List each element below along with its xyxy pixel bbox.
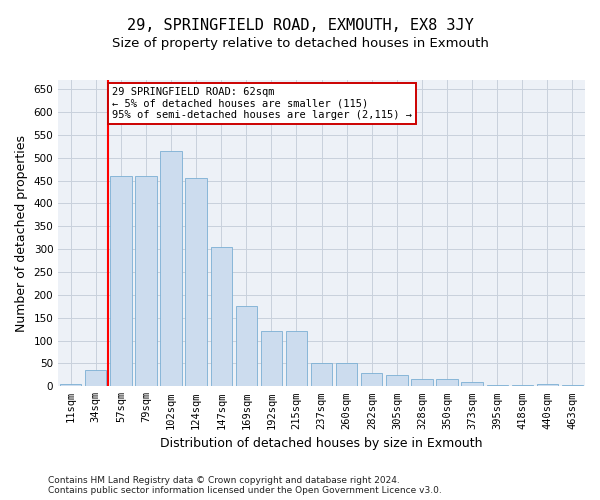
Bar (411, 380, 433, 386)
Bar (336, 364, 358, 386)
X-axis label: Distribution of detached houses by size in Exmouth: Distribution of detached houses by size … (160, 437, 483, 450)
Bar (436, 380, 458, 386)
Text: Size of property relative to detached houses in Exmouth: Size of property relative to detached ho… (112, 38, 488, 51)
Bar (562, 385, 583, 386)
Bar (211, 247, 232, 386)
Bar (110, 176, 131, 386)
Bar (136, 176, 157, 386)
Bar (361, 372, 382, 386)
Bar (286, 332, 307, 386)
Y-axis label: Number of detached properties: Number of detached properties (15, 134, 28, 332)
Bar (487, 385, 508, 386)
Text: 29 SPRINGFIELD ROAD: 62sqm
← 5% of detached houses are smaller (115)
95% of semi: 29 SPRINGFIELD ROAD: 62sqm ← 5% of detac… (112, 87, 412, 120)
Bar (236, 306, 257, 386)
Bar (537, 384, 558, 386)
Bar (512, 385, 533, 386)
Bar (85, 370, 106, 386)
Text: 29, SPRINGFIELD ROAD, EXMOUTH, EX8 3JY: 29, SPRINGFIELD ROAD, EXMOUTH, EX8 3JY (127, 18, 473, 32)
Bar (261, 332, 282, 386)
Bar (160, 151, 182, 386)
Bar (60, 384, 82, 386)
Bar (386, 375, 407, 386)
Text: Contains HM Land Registry data © Crown copyright and database right 2024.: Contains HM Land Registry data © Crown c… (48, 476, 400, 485)
Bar (461, 382, 483, 386)
Bar (185, 178, 207, 386)
Text: Contains public sector information licensed under the Open Government Licence v3: Contains public sector information licen… (48, 486, 442, 495)
Bar (311, 364, 332, 386)
